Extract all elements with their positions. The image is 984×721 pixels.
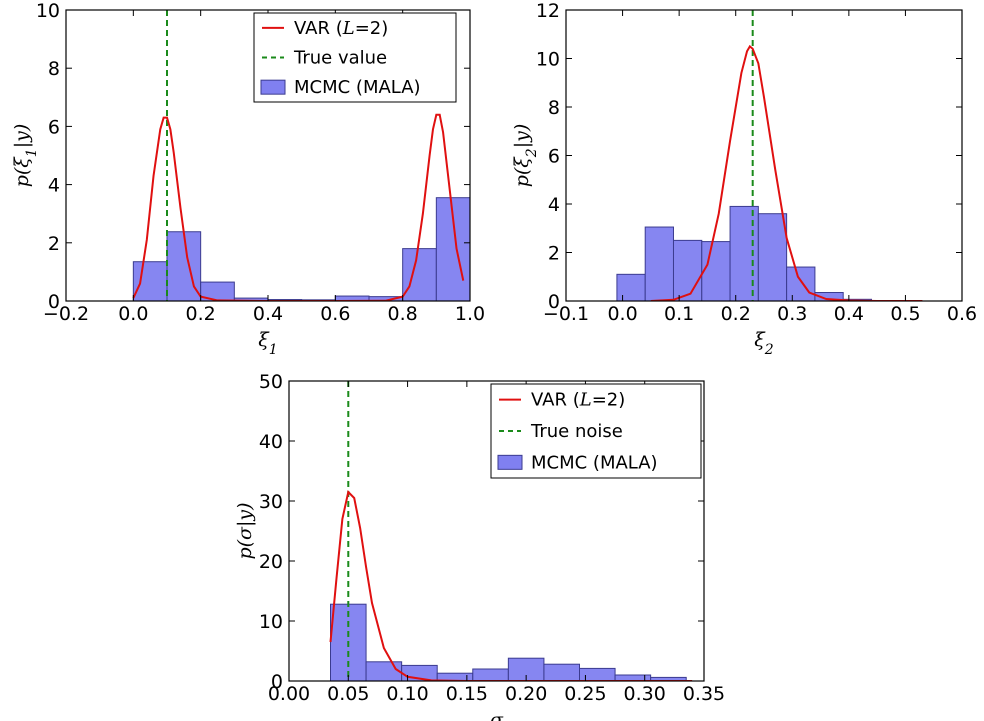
legend-box [490, 383, 702, 479]
y-tick-label: 10 [36, 0, 60, 22]
y-tick-label: 6 [48, 116, 60, 138]
histogram-bar [644, 226, 674, 301]
legend-entry-mcmc: MCMC (MALA) [531, 452, 658, 473]
histogram-bar [616, 273, 646, 301]
x-tick-label: 0.10 [386, 683, 428, 705]
axes-frame [288, 380, 705, 682]
x-tick-label: 0.3 [777, 303, 807, 325]
y-tick-label: 0 [548, 291, 560, 313]
y-tick-label: 10 [259, 611, 283, 633]
x-tick-label: 0.00 [268, 683, 310, 705]
x-tick-label: 0.25 [564, 683, 606, 705]
legend: VAR (L=2) True noise MCMC (MALA) [490, 383, 702, 479]
histogram-bar [543, 663, 581, 681]
x-tick-label: 0.2 [721, 303, 751, 325]
y-tick-label: 30 [259, 491, 283, 513]
x-tick-label: 0.0 [118, 303, 148, 325]
x-tick-label: 0.4 [834, 303, 864, 325]
chart-panel-2: −0.1 0.0 0.1 0.2 0.3 0.4 0.5 0.6 0 2 4 6 8 10 12 ξ2 p(ξ2… [511, 0, 977, 358]
x-tick-label: 0.8 [388, 303, 418, 325]
y-tick-label: 0 [48, 291, 60, 313]
y-tick-label: 4 [548, 194, 560, 216]
x-axis-label: ξ1 [258, 329, 277, 358]
y-tick-label: 4 [48, 175, 60, 197]
x-tick-label: 0.6 [320, 303, 350, 325]
histogram-bar [402, 248, 437, 301]
y-tick-label: 10 [536, 49, 560, 71]
histogram-bar [814, 292, 844, 301]
var-density-curve [329, 489, 693, 681]
x-tick-label: −0.1 [543, 303, 589, 325]
histogram-bar [786, 266, 816, 301]
histogram-bar [650, 676, 687, 681]
y-tick-label: 0 [271, 671, 283, 693]
y-axis-label: p(σ|y) [234, 502, 256, 559]
histogram-bar [672, 239, 703, 301]
legend-entry-true: True noise [530, 421, 623, 442]
legend-mcmc-swatch [497, 454, 523, 470]
x-tick-label: 0.1 [664, 303, 694, 325]
x-tick-label: 0.5 [890, 303, 920, 325]
x-tick-label: −0.2 [43, 303, 89, 325]
y-tick-label: 8 [548, 97, 560, 119]
x-tick-label: 0.35 [683, 683, 725, 705]
y-tick-label: 2 [548, 243, 560, 265]
x-tick-label: 0.4 [253, 303, 283, 325]
x-tick-label: 0.0 [607, 303, 637, 325]
histogram-bar [729, 205, 759, 301]
y-tick-label: 12 [536, 0, 560, 22]
y-axis-label: p(ξ2|y) [511, 124, 540, 188]
y-axis-label: p(ξ1|y) [11, 124, 40, 188]
x-tick-label: 0.20 [505, 683, 547, 705]
legend-entry-var: VAR (L=2) [531, 390, 625, 411]
legend-entry-mcmc: MCMC (MALA) [294, 77, 421, 98]
chart-panel-3: 0.00 0.05 0.10 0.15 0.20 0.25 0.30 0.35 0 10 20 30 4… [234, 371, 725, 721]
histogram-bar [579, 667, 616, 681]
legend-mcmc-swatch [260, 79, 286, 95]
chart-panel-1: −0.2 0.0 0.2 0.4 0.6 0.8 1.0 0 2 4 6 8 10 ξ1 p(ξ1|y) VA… [11, 0, 485, 358]
var-density-curve [650, 44, 923, 301]
y-tick-label: 40 [259, 431, 283, 453]
histogram-bar [757, 213, 788, 301]
var-density-curve [132, 113, 465, 301]
x-axis-label: σ [490, 709, 504, 721]
x-tick-label: 0.05 [327, 683, 369, 705]
plot-area [616, 10, 923, 301]
plot-area [329, 381, 693, 681]
y-tick-label: 20 [259, 551, 283, 573]
y-tick-label: 2 [48, 233, 60, 255]
x-tick-label: 1.0 [455, 303, 485, 325]
legend-box [253, 12, 457, 103]
y-tick-label: 50 [259, 371, 283, 393]
histogram-bar [365, 661, 403, 681]
x-axis-label: ξ2 [754, 329, 773, 358]
y-tick-label: 6 [548, 146, 560, 168]
y-tick-label: 8 [48, 58, 60, 80]
x-tick-label: 0.15 [446, 683, 488, 705]
x-tick-label: 0.30 [624, 683, 666, 705]
x-tick-label: 0.2 [186, 303, 216, 325]
histogram-bar [472, 668, 509, 681]
legend: VAR (L=2) True value MCMC (MALA) [253, 12, 457, 103]
x-tick-label: 0.6 [947, 303, 977, 325]
histogram-bar [132, 261, 168, 301]
legend-entry-true: True value [293, 48, 387, 69]
histogram-bar [701, 241, 731, 301]
legend-entry-var: VAR (L=2) [294, 18, 388, 39]
